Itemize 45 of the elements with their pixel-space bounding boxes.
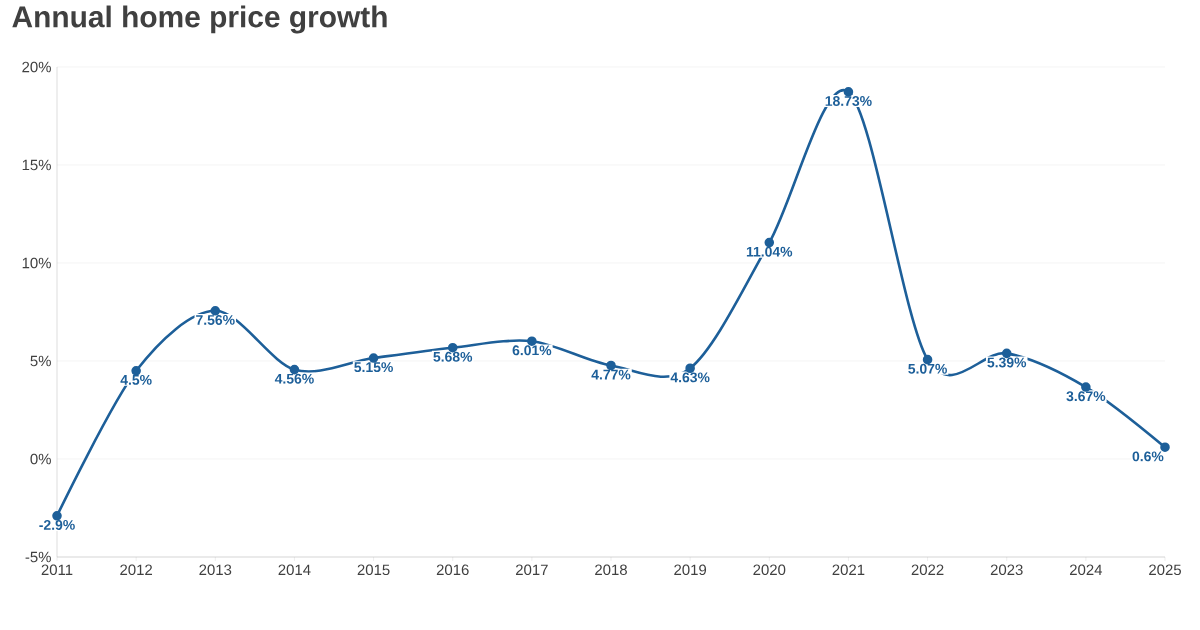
point [1160,442,1170,453]
x-tick-label: 2022 [911,564,944,576]
x-tick-label: 2011 [41,564,73,576]
x-tick-label: 2018 [595,564,627,576]
x-tick-label: 2020 [753,564,786,576]
y-tick-label: 0% [30,453,51,465]
point [527,336,537,346]
text: 0.6% [1132,451,1164,462]
text: -2.9% [39,520,75,530]
x-tick-label: 2024 [1069,564,1103,576]
x-tick-label: 2016 [436,564,469,576]
x-tick-label: 2021 [832,564,865,576]
x-tick-label: 2025 [1149,564,1181,576]
y-tick-label: 10% [22,257,51,269]
y-tick-label: 20% [22,61,51,73]
x-tick-label: 2023 [990,564,1023,576]
y-tick-label: 5% [30,355,51,367]
text: 4.77% [591,369,631,380]
x-tick-label: 2015 [357,564,390,576]
text: 4.5% [120,374,152,385]
point [131,366,141,376]
text: 5.39% [987,357,1027,368]
text: 4.63% [670,372,710,383]
x-tick-label: 2017 [515,564,548,576]
text: 11.04% [746,246,793,257]
y-tick-label: -5% [25,551,51,563]
text: 18.73% [825,96,872,106]
text: 5.68% [433,351,473,362]
text: 5.15% [354,362,393,373]
point [368,353,379,363]
text: 3.67% [1066,391,1106,402]
point [1081,382,1091,392]
x-tick-label: 2012 [120,564,153,576]
text: 7.56% [196,314,235,325]
text: 5.07% [908,363,947,374]
point [843,87,854,97]
x-tick-label: 2013 [199,564,232,576]
y-tick-label: 15% [22,159,51,171]
x-tick-label: 2019 [674,564,707,576]
point [52,511,62,521]
chart-title: Annual home price growth [12,5,387,34]
point [210,306,221,316]
x-tick-label: 2014 [278,564,311,576]
text: 6.01% [512,345,552,356]
text: 4.56% [274,373,314,384]
